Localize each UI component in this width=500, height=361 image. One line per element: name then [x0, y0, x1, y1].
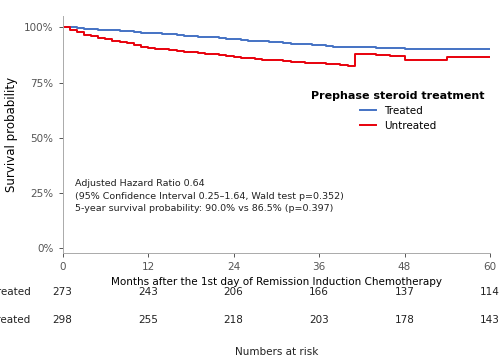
Y-axis label: Survival probability: Survival probability [6, 77, 18, 192]
Text: 255: 255 [138, 315, 158, 325]
Text: Numbers at risk: Numbers at risk [234, 347, 318, 357]
Text: 206: 206 [224, 287, 244, 297]
X-axis label: Months after the 1st day of Remission Induction Chemotherapy: Months after the 1st day of Remission In… [111, 277, 442, 287]
Text: 273: 273 [52, 287, 72, 297]
Text: 137: 137 [394, 287, 414, 297]
Text: 218: 218 [224, 315, 244, 325]
Text: 203: 203 [309, 315, 329, 325]
Text: 298: 298 [52, 315, 72, 325]
Text: 114: 114 [480, 287, 500, 297]
Text: Untreated: Untreated [0, 315, 30, 325]
Text: Adjusted Hazard Ratio 0.64
(95% Confidence Interval 0.25–1.64, Wald test p=0.352: Adjusted Hazard Ratio 0.64 (95% Confiden… [76, 179, 344, 213]
Text: 178: 178 [394, 315, 414, 325]
Text: 143: 143 [480, 315, 500, 325]
Text: Treated: Treated [0, 287, 30, 297]
Text: 243: 243 [138, 287, 158, 297]
Legend: Treated, Untreated: Treated, Untreated [312, 91, 485, 131]
Text: 166: 166 [309, 287, 329, 297]
